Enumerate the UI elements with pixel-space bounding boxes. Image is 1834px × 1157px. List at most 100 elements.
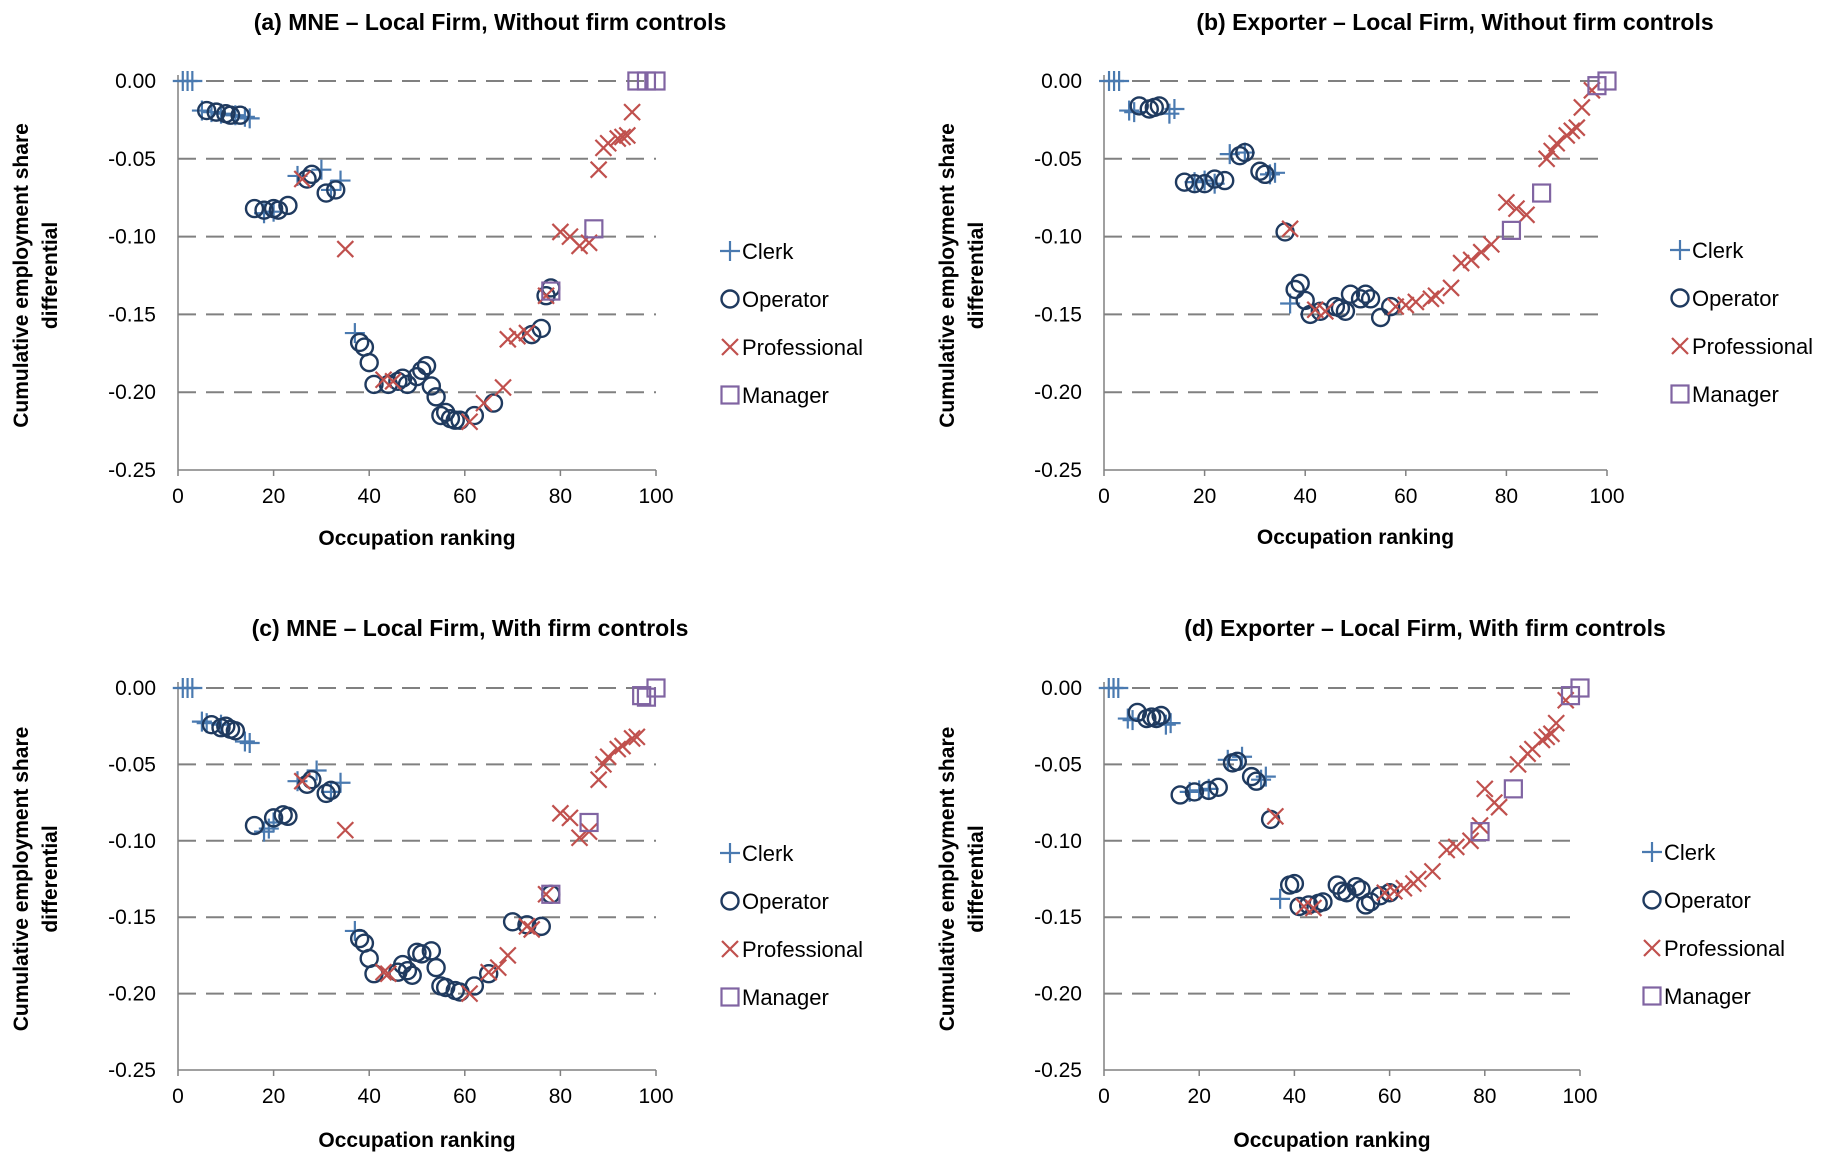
legend-manager-marker [720, 987, 740, 1007]
professional-point [522, 920, 541, 939]
professional-point [1423, 862, 1442, 881]
legend: Clerk Operator Professional Manager [1670, 238, 1813, 407]
x-tick-label: 20 [262, 485, 285, 508]
professional-point [479, 963, 498, 981]
series-manager [541, 71, 666, 301]
operator-point [244, 198, 265, 219]
clerk-point [1255, 766, 1276, 787]
cross-b [1583, 81, 1601, 100]
professional-point [1266, 807, 1285, 826]
manager-point [579, 812, 599, 833]
cross-b [551, 223, 570, 241]
cross-b [721, 940, 739, 958]
professional-point [1422, 290, 1440, 308]
x-tick-label: 100 [1589, 485, 1624, 508]
y-tick-label: -0.05 [108, 148, 156, 171]
series-operator [1127, 702, 1400, 917]
cross-b [379, 964, 398, 983]
operator-point [1170, 785, 1190, 805]
legend-manager-label: Manager [742, 383, 829, 408]
clerk-point [239, 733, 260, 754]
cross-b [1397, 296, 1415, 314]
cross-b [336, 240, 355, 258]
operator-point [426, 957, 446, 978]
legend-operator-marker [1642, 890, 1662, 910]
cross-b [1437, 841, 1456, 859]
x-tick-label: 0 [1098, 485, 1110, 508]
cross-b [561, 809, 579, 827]
y-tick-label: -0.10 [108, 830, 156, 853]
cross-b [293, 772, 312, 790]
y-tick-label: -0.05 [1034, 148, 1082, 171]
y-tick-label: -0.20 [1034, 983, 1082, 1006]
cross-b [537, 286, 555, 305]
operator-point [445, 410, 465, 430]
professional-point [608, 129, 627, 148]
operator-point [407, 366, 427, 387]
professional-point [1476, 780, 1494, 798]
x-axis-label: Occupation ranking [318, 1129, 515, 1152]
series-professional [1266, 691, 1575, 917]
professional-point [1563, 122, 1581, 140]
operator-point [278, 806, 298, 827]
professional-point [1482, 235, 1501, 254]
operator-point [392, 368, 413, 388]
y-axis-label: Cumulative employment share differential [10, 123, 62, 428]
operator-point [412, 944, 432, 964]
legend: Clerk Operator Professional Manager [720, 239, 863, 408]
cross-b [1407, 293, 1425, 311]
professional-point [499, 330, 517, 349]
professional-point [1442, 279, 1460, 297]
professional-point [1517, 206, 1536, 224]
cross-b [494, 378, 512, 397]
x-tick-label: 60 [453, 1085, 476, 1108]
professional-point [570, 237, 589, 255]
x-tick-label: 20 [262, 1085, 285, 1108]
professional-point [623, 729, 641, 748]
operator-point [302, 164, 322, 185]
operator-point [201, 714, 222, 735]
clerk-point [234, 731, 255, 752]
operator-point [1255, 164, 1275, 185]
cross-b [1266, 807, 1285, 826]
y-axis-label-line1: Cumulative employment share [936, 727, 959, 1032]
operator-point [522, 324, 542, 345]
x-tick-label: 80 [549, 1085, 572, 1108]
cross-b [1547, 714, 1565, 732]
operator-point [464, 976, 485, 996]
operator-point [268, 200, 289, 220]
y-tick-label: -0.10 [108, 226, 156, 249]
professional-point [293, 170, 312, 188]
operator-point [1204, 169, 1225, 189]
x-tick-label: 0 [172, 1085, 184, 1108]
y-axis-label-line2: differential [965, 825, 988, 932]
professional-point [460, 412, 479, 431]
y-tick-label: 0.00 [1041, 677, 1082, 700]
clerk-point [311, 159, 332, 180]
series-professional [293, 103, 641, 431]
operator-point [1241, 766, 1262, 787]
professional-point [508, 327, 527, 345]
cross-b [1304, 899, 1323, 917]
cross-b [460, 984, 479, 1003]
y-tick-label: 0.00 [115, 677, 156, 700]
operator-point [1146, 708, 1167, 729]
cross-b [561, 227, 579, 246]
operator-point [1184, 782, 1205, 802]
cross-b [570, 828, 589, 847]
operator-point [216, 716, 236, 736]
cross-b [594, 755, 613, 774]
cross-b [1547, 134, 1566, 153]
legend-operator-label: Operator [1664, 888, 1751, 913]
legend-clerk-marker [1642, 842, 1662, 862]
x-tick-label: 40 [358, 1085, 381, 1108]
operator-point [1290, 273, 1310, 293]
y-axis-label: Cumulative employment share differential [10, 727, 62, 1032]
operator-point [349, 332, 370, 353]
x-axis-label: Occupation ranking [1257, 526, 1454, 549]
operator-point [349, 928, 370, 949]
operator-point [263, 808, 284, 828]
cross-b [1507, 199, 1526, 218]
operator-point [254, 200, 274, 220]
y-tick-label: -0.15 [108, 303, 156, 326]
